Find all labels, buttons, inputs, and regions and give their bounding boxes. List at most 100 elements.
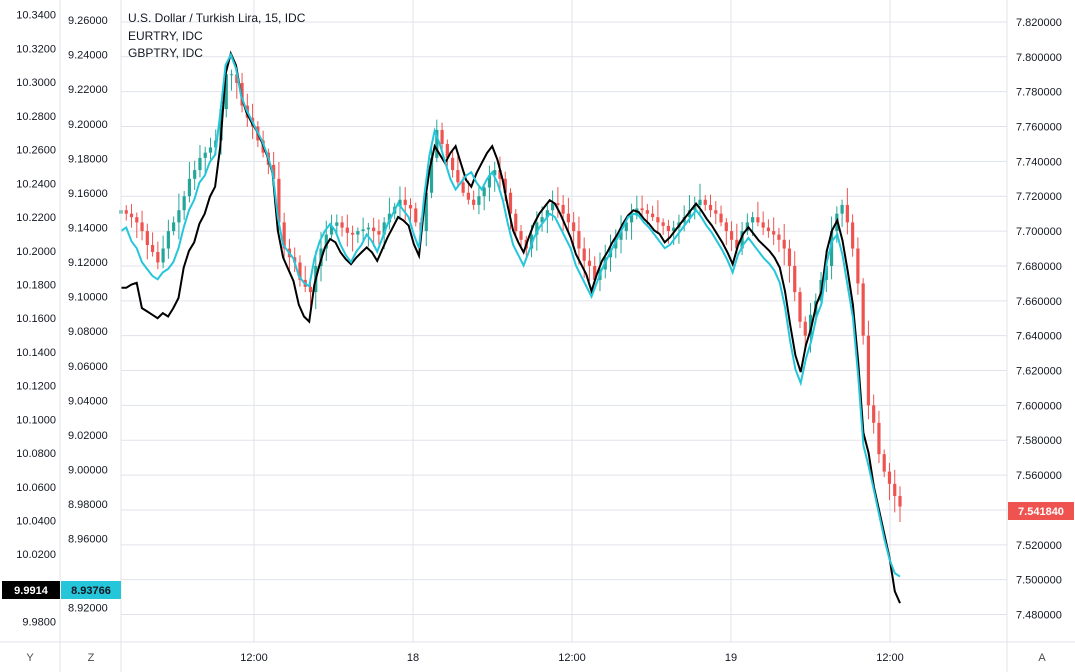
candle-body — [556, 203, 560, 205]
auto-scale-button[interactable]: A — [1038, 652, 1046, 664]
usdtry-last-tag: 7.541840 — [1008, 502, 1074, 520]
candle-body — [145, 231, 149, 246]
legend[interactable]: U.S. Dollar / Turkish Lira, 15, IDC EURT… — [128, 11, 306, 60]
gbptry-last-tag: 8.93766 — [61, 581, 121, 599]
left-axis-2-tick: 9.18000 — [68, 153, 108, 165]
left-axis-1-tick: 10.2400 — [16, 178, 56, 190]
candle-body — [477, 196, 481, 205]
candle-body — [840, 204, 844, 214]
right-axis-tick: 7.800000 — [1016, 52, 1062, 64]
candle-body — [656, 217, 660, 223]
candle-body — [761, 222, 765, 228]
candle-body — [624, 222, 628, 232]
candle-body — [698, 199, 702, 205]
candle-body — [719, 213, 723, 223]
left-axis-1[interactable]: 10.3400 10.3200 10.3000 10.2800 10.2600 10.24… — [16, 10, 56, 629]
left-axis-2-tick: 9.08000 — [68, 326, 108, 338]
left-axis-1-tick: 10.1000 — [16, 414, 56, 426]
y-axis-button[interactable]: Y — [26, 652, 34, 664]
left-axis-1-tick: 10.2200 — [16, 212, 56, 224]
candle-body — [872, 405, 876, 423]
right-axis-tick: 7.780000 — [1016, 87, 1062, 99]
candle-body — [672, 227, 676, 232]
candle-body — [129, 213, 134, 218]
left-axis-2-tick: 9.20000 — [68, 119, 108, 131]
candle-body — [735, 239, 739, 249]
right-axis-tick: 7.640000 — [1016, 331, 1062, 343]
candle-body — [277, 178, 281, 223]
candle-body — [382, 222, 386, 235]
left-axis-2-tick: 9.14000 — [68, 222, 108, 234]
candle-body — [482, 187, 486, 197]
candle-body — [177, 210, 181, 223]
candle-body — [845, 204, 849, 223]
right-axis-tick: 7.480000 — [1016, 610, 1062, 622]
candle-body — [387, 213, 392, 223]
candle-body — [772, 231, 776, 235]
candle-body — [566, 213, 570, 223]
candle-body — [693, 204, 697, 211]
left-axis-2[interactable]: 9.26000 9.24000 9.22000 9.20000 9.18000 9.160… — [68, 15, 108, 615]
time-axis[interactable]: 12:00 18 12:00 19 12:00 — [240, 652, 904, 664]
left-axis-2-tick: 9.10000 — [68, 292, 108, 304]
candle-body — [877, 422, 881, 455]
z-axis-button[interactable]: Z — [88, 652, 95, 664]
candle-body — [429, 157, 434, 193]
right-axis-tick: 7.500000 — [1016, 575, 1062, 587]
candle-body — [619, 231, 623, 240]
left-axis-1-tick: 10.0800 — [16, 448, 56, 460]
candle-body — [329, 225, 334, 235]
candle-body — [187, 178, 192, 197]
right-axis-tick: 7.660000 — [1016, 296, 1062, 308]
candle-body — [377, 231, 381, 235]
legend-eurtry[interactable]: EURTRY, IDC — [128, 29, 203, 43]
candle-body — [893, 483, 897, 497]
eurtry-last-tag: 9.9914 — [2, 581, 60, 599]
time-axis-tick: 12:00 — [876, 652, 904, 664]
candle-body — [161, 248, 165, 263]
candle-body — [282, 222, 286, 249]
candle-body — [461, 182, 465, 193]
candle-body — [629, 213, 634, 223]
candle-body — [540, 217, 544, 223]
candle-body — [640, 208, 644, 211]
gbptry-line — [120, 52, 901, 578]
candle-body — [740, 231, 744, 249]
candle-body — [666, 225, 671, 232]
candle-body — [272, 164, 276, 179]
candle-body — [451, 157, 455, 171]
left-axis-1-tick: 10.0600 — [16, 482, 56, 494]
candle-body — [493, 170, 497, 176]
candle-body — [356, 231, 360, 235]
candle-body — [882, 454, 886, 472]
left-axis-1-tick: 10.1600 — [16, 313, 56, 325]
candle-body — [808, 314, 813, 336]
candle-body — [372, 227, 376, 232]
candle-body — [561, 204, 565, 214]
candle-body — [445, 143, 449, 158]
candle-body — [224, 74, 228, 110]
chart-title[interactable]: U.S. Dollar / Turkish Lira, 15, IDC — [128, 11, 306, 25]
candle-body — [651, 213, 655, 218]
left-axis-1-tick: 10.2800 — [16, 111, 56, 123]
candle-body — [614, 239, 618, 249]
candle-body — [472, 199, 476, 205]
candle-body — [361, 229, 365, 232]
candle-body — [535, 222, 539, 235]
legend-gbptry[interactable]: GBPTRY, IDC — [128, 46, 203, 60]
candle-body — [340, 222, 344, 228]
usdtry-last-value: 7.541840 — [1018, 506, 1064, 518]
eurtry-last-value: 9.9914 — [14, 585, 49, 597]
candle-body — [203, 152, 207, 158]
left-axis-2-tick: 9.04000 — [68, 395, 108, 407]
left-axis-1-tick: 10.3400 — [16, 10, 56, 22]
eurtry-line — [121, 50, 901, 604]
candle-body — [545, 210, 549, 218]
candle-body — [198, 157, 202, 171]
left-axis-1-tick: 10.3200 — [16, 43, 56, 55]
left-axis-2-tick: 9.26000 — [68, 15, 108, 27]
candle-body — [182, 196, 186, 211]
gbptry-last-value: 8.93766 — [71, 585, 111, 597]
left-axis-1-tick: 10.2000 — [16, 246, 56, 258]
